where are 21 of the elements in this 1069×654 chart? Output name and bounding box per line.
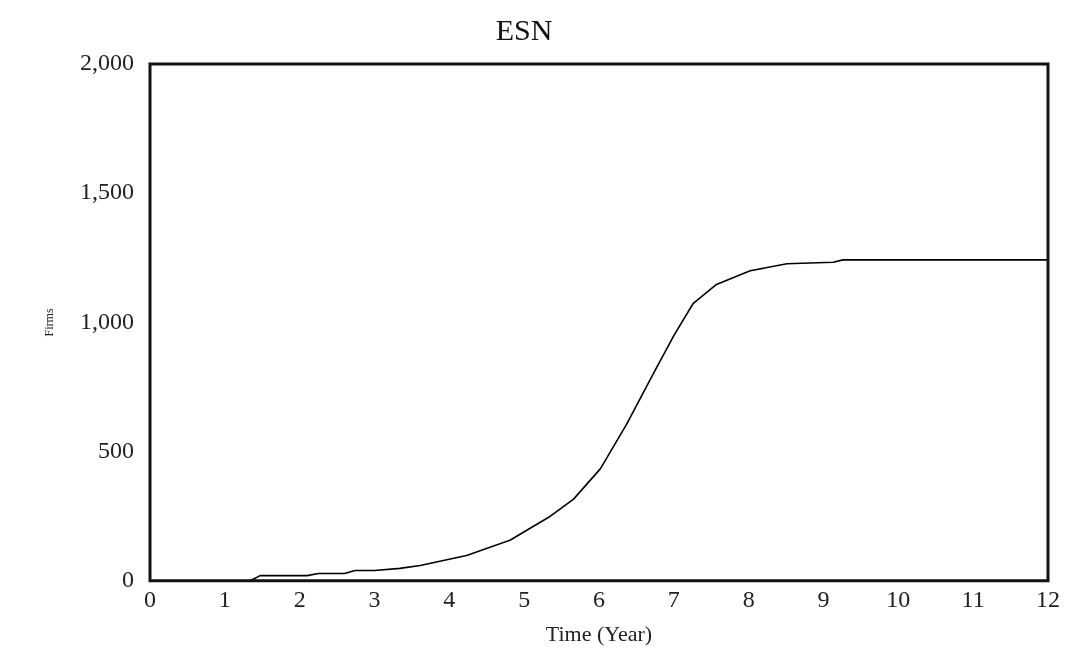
y-axis-title: Firms [42,308,57,337]
y-tick-label: 500 [98,436,134,463]
x-tick-label: 6 [593,586,605,613]
x-tick-label: 3 [368,586,381,613]
y-tick-label: 1,500 [80,178,134,205]
x-tick-label: 9 [817,586,830,613]
x-tick-label: 8 [742,586,755,613]
x-tick-label: 2 [293,586,306,613]
x-axis-title: Time (Year) [545,620,653,646]
y-tick-label: 2,000 [80,49,134,76]
chart-title: ESN [495,12,553,46]
x-tick-label: 12 [1036,586,1060,613]
x-tick-label: 5 [518,586,531,613]
x-tick-label: 11 [961,586,985,613]
y-tick-label: 0 [122,566,134,593]
x-tick-label: 7 [667,586,680,613]
x-tick-label: 4 [443,586,456,613]
y-tick-label: 1,000 [80,307,134,334]
x-tick-label: 1 [218,586,231,613]
x-tick-label: 10 [886,586,911,613]
x-tick-label: 0 [144,586,156,613]
